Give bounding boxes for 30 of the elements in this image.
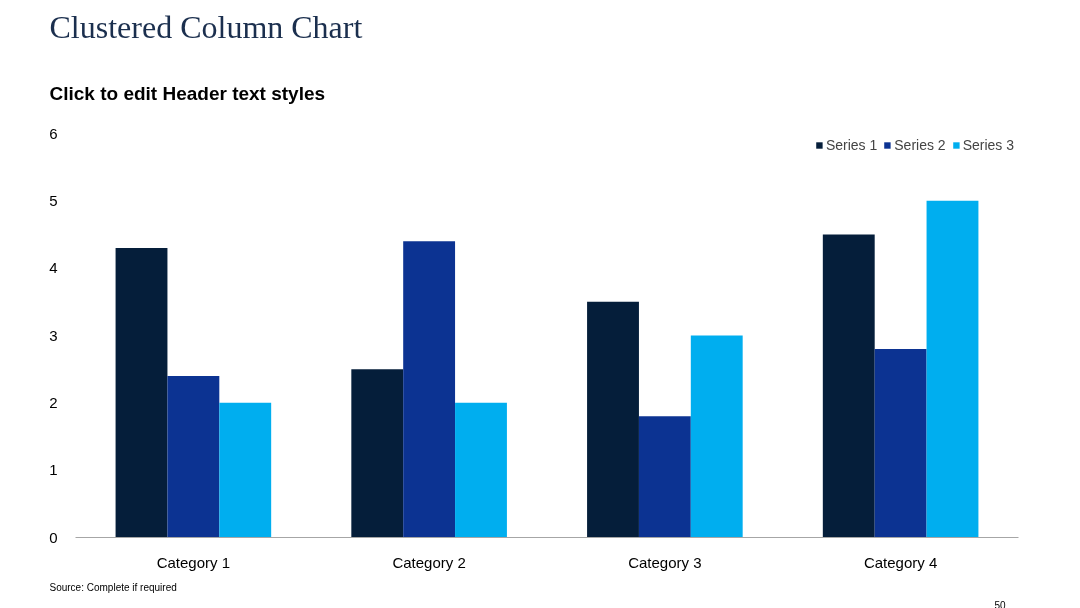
x-tick-label: Category 2: [392, 553, 466, 571]
y-tick-label: 3: [49, 326, 58, 344]
bar: [822, 234, 875, 538]
source-note: Source: Complete if required: [49, 581, 177, 593]
y-tick-label: 4: [49, 259, 58, 277]
bar: [690, 335, 743, 538]
x-tick-label: Category 4: [863, 553, 938, 571]
chart-subtitle: Click to edit Header text styles: [49, 82, 326, 104]
legend-label: Series 3: [962, 137, 1014, 153]
y-tick-label: 5: [49, 191, 58, 209]
bar: [351, 369, 404, 538]
bar: [455, 402, 507, 538]
bar: [587, 301, 639, 538]
legend-label: Series 1: [825, 137, 878, 153]
bar: [926, 200, 979, 538]
text: 50: [994, 599, 1006, 608]
bar: [874, 348, 927, 538]
x-tick-label: Category 1: [156, 553, 231, 571]
bar: [219, 402, 272, 538]
legend-label: Series 2: [894, 137, 946, 153]
y-tick-label: 6: [49, 124, 58, 142]
y-tick-label: 2: [49, 393, 58, 411]
bar: [115, 247, 168, 538]
x-tick-label: Category 3: [628, 553, 702, 571]
y-tick-label: 1: [49, 461, 58, 479]
y-tick-label: 0: [49, 528, 58, 546]
bar: [167, 375, 220, 538]
bar: [403, 241, 456, 538]
chart-title: Clustered Column Chart: [49, 8, 363, 45]
bar: [638, 416, 691, 538]
